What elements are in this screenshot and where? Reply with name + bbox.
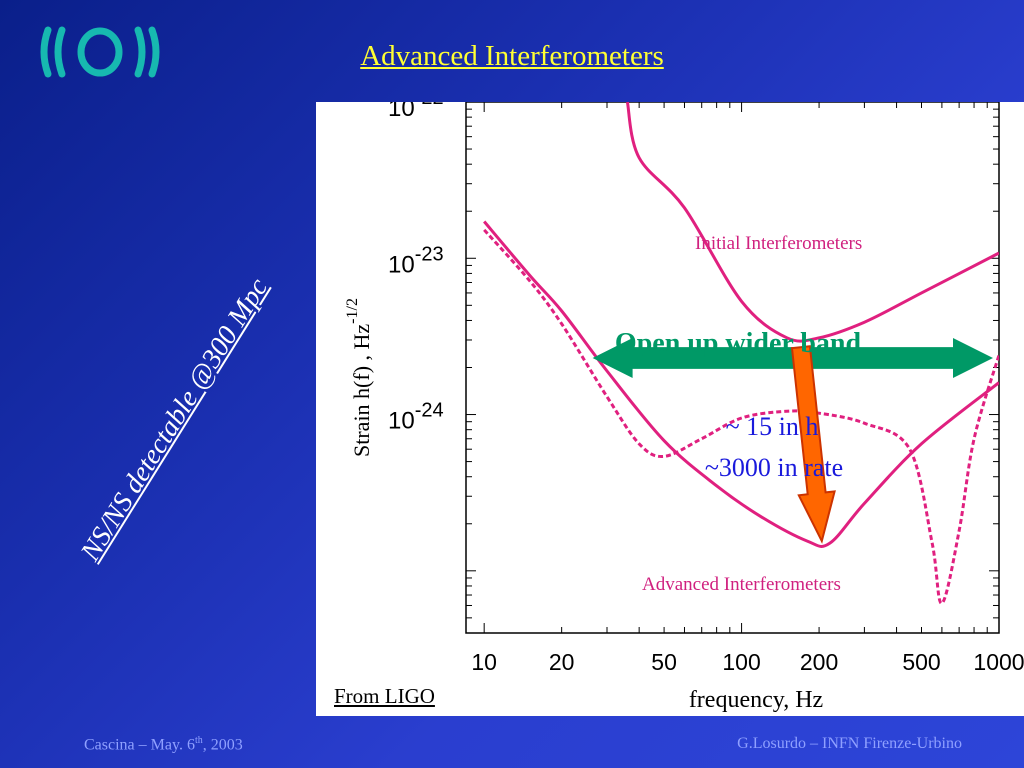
y-tick-label: 10-23 [388,243,444,278]
advanced-narrowband-curve [483,228,999,605]
initial-curve [625,102,999,343]
band-label: Open up wider band [615,328,862,359]
y-tick-exp: -22 [415,102,444,109]
logo-ring [77,27,123,77]
y-tick-label: 10-22 [388,102,444,122]
improvement-rate: ~3000 in rate [705,453,843,482]
improvement-arrow [790,345,836,544]
footer-date-post: , 2003 [202,736,243,754]
curves [483,102,999,605]
x-tick-label: 500 [902,649,940,675]
axis-ticks [466,102,1000,634]
ego-logo [40,26,160,78]
initial-interferometers-label: Initial Interferometers [695,233,862,254]
footer-date-sup: th [194,735,203,746]
x-tick-label: 50 [651,649,677,675]
improvement-h: ~ 15 in h [726,412,819,441]
x-tick-label: 1000 [973,649,1024,675]
slide-title: Advanced Interferometers [360,40,664,72]
advanced-interferometers-label: Advanced Interferometers [642,574,841,595]
footer-date: Cascina – May. 6th, 2003 [84,735,243,754]
advanced-curve [483,220,999,548]
y-axis-label-exp: -1/2 [344,298,361,324]
arrows [592,338,993,544]
x-tick-label: 20 [549,649,575,675]
footer-author: G.Losurdo – INFN Firenze-Urbino [737,735,962,752]
y-tick-exp: -23 [415,243,444,265]
logo-arc-2 [54,26,66,78]
y-tick-exp: -24 [415,400,444,422]
y-axis-label: Strain h(f) , Hz-1/2 [344,298,374,457]
y-tick-base: 10 [388,102,415,122]
source-link[interactable]: From LIGO [334,684,435,708]
x-tick-label: 10 [471,649,497,675]
logo-arc-4 [148,26,160,78]
x-axis-label: frequency, Hz [689,687,823,713]
logo-arc-1 [40,26,52,78]
x-tick-label: 100 [722,649,760,675]
y-axis-label-main: Strain h(f) , Hz [349,324,374,457]
rotated-caption: NS/NS detectable @300 Mpc [74,272,275,567]
y-tick-base: 10 [388,408,415,435]
x-tick-label: 200 [800,649,838,675]
footer-date-pre: Cascina – May. 6 [84,736,195,754]
y-tick-label: 10-24 [388,400,444,435]
y-tick-base: 10 [388,251,415,278]
x-tick-labels: 10 20 50 100 200 500 1000 [471,649,1024,675]
logo-arc-3 [134,26,146,78]
